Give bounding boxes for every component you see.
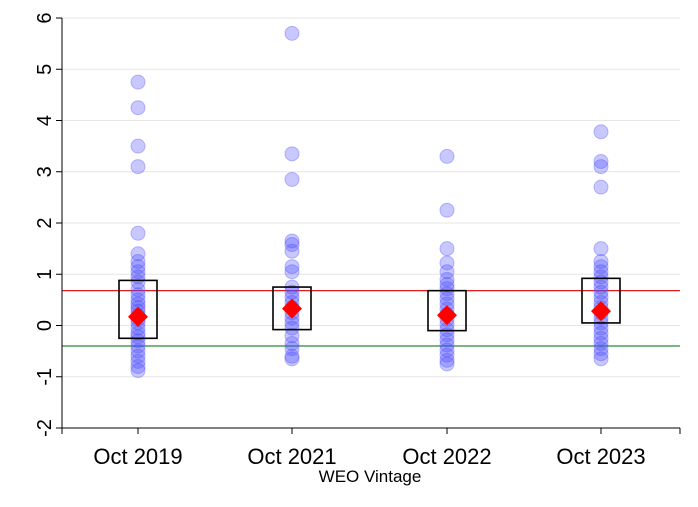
data-point: [130, 329, 146, 345]
data-point: [593, 335, 609, 351]
data-point: [284, 335, 300, 351]
y-tick-label: 0: [34, 320, 56, 331]
data-point: [439, 277, 455, 292]
y-tick-label: 1: [34, 269, 56, 280]
data-point: [284, 259, 300, 275]
x-tick-label: Oct 2022: [402, 444, 491, 469]
data-point: [130, 348, 146, 364]
data-point: [284, 146, 300, 162]
data-point: [130, 74, 146, 90]
x-tick-label: Oct 2021: [247, 444, 336, 469]
data-point: [439, 264, 455, 280]
y-tick-label: -2: [34, 419, 56, 437]
data-point: [284, 243, 300, 259]
data-point: [284, 328, 300, 344]
mean-marker: [591, 301, 611, 322]
data-point: [284, 171, 300, 187]
data-point: [130, 333, 146, 349]
data-point: [130, 343, 146, 359]
data-point: [593, 179, 609, 195]
mean-marker: [437, 305, 457, 326]
data-point: [130, 138, 146, 154]
data-point: [593, 269, 609, 285]
mean-marker: [282, 298, 302, 319]
x-axis-label: WEO Vintage: [319, 467, 422, 486]
x-tick-label: Oct 2019: [93, 444, 182, 469]
data-point: [130, 287, 146, 303]
data-point: [439, 342, 455, 358]
data-point: [130, 282, 146, 298]
data-point: [593, 159, 609, 175]
mean-markers: [128, 298, 611, 327]
data-point: [284, 264, 300, 280]
y-tick-label: 5: [34, 64, 56, 75]
data-point: [439, 352, 455, 368]
data-point: [439, 347, 455, 363]
data-point: [130, 363, 146, 379]
data-point: [593, 325, 609, 341]
data-point: [284, 233, 300, 249]
data-point: [284, 351, 300, 367]
data-point: [439, 271, 455, 287]
data-point: [593, 241, 609, 257]
data-point: [130, 353, 146, 369]
range-boxes: [118, 277, 621, 340]
data-point: [284, 25, 300, 41]
data-point: [439, 241, 455, 257]
data-point: [284, 237, 300, 253]
reference-lines: [62, 289, 680, 347]
data-point: [593, 279, 609, 295]
y-tick-label: 2: [34, 217, 56, 228]
data-point: [593, 351, 609, 367]
data-point: [130, 100, 146, 116]
data-point: [130, 359, 146, 374]
data-point: [439, 255, 455, 271]
data-point: [439, 202, 455, 218]
data-point: [284, 348, 300, 364]
data-points: [130, 25, 609, 379]
mean-marker: [128, 306, 148, 327]
data-point: [130, 274, 146, 290]
data-point: [439, 281, 455, 297]
y-tick-label: -1: [34, 368, 56, 386]
y-tick-label: 6: [34, 12, 56, 23]
data-point: [593, 330, 609, 346]
range-box: [427, 289, 467, 332]
data-point: [130, 159, 146, 175]
axes: -2 -1 0 1 2 3 4 5 6 Oct 2019 Oct 2021 Oct 2022 Oct 2…: [34, 12, 681, 469]
gridlines: [62, 17, 680, 429]
data-point: [593, 284, 609, 300]
y-tick-label: 4: [34, 115, 56, 126]
data-point: [593, 346, 609, 362]
data-point: [130, 225, 146, 241]
range-box: [272, 286, 312, 331]
data-point: [130, 259, 146, 275]
range-box: [581, 277, 621, 324]
data-point: [130, 246, 146, 262]
range-box: [118, 279, 158, 340]
data-point: [439, 332, 455, 348]
data-point: [439, 148, 455, 164]
data-point: [593, 154, 609, 169]
data-point: [130, 253, 146, 269]
y-tick-label: 3: [34, 166, 56, 177]
data-point: [284, 341, 300, 357]
data-point: [593, 124, 609, 140]
data-point: [593, 341, 609, 357]
data-point: [593, 253, 609, 269]
x-tick-label: Oct 2023: [556, 444, 645, 469]
data-point: [593, 259, 609, 275]
data-point: [439, 337, 455, 353]
data-point: [439, 356, 455, 372]
data-point: [130, 264, 146, 280]
data-point: [284, 320, 300, 336]
